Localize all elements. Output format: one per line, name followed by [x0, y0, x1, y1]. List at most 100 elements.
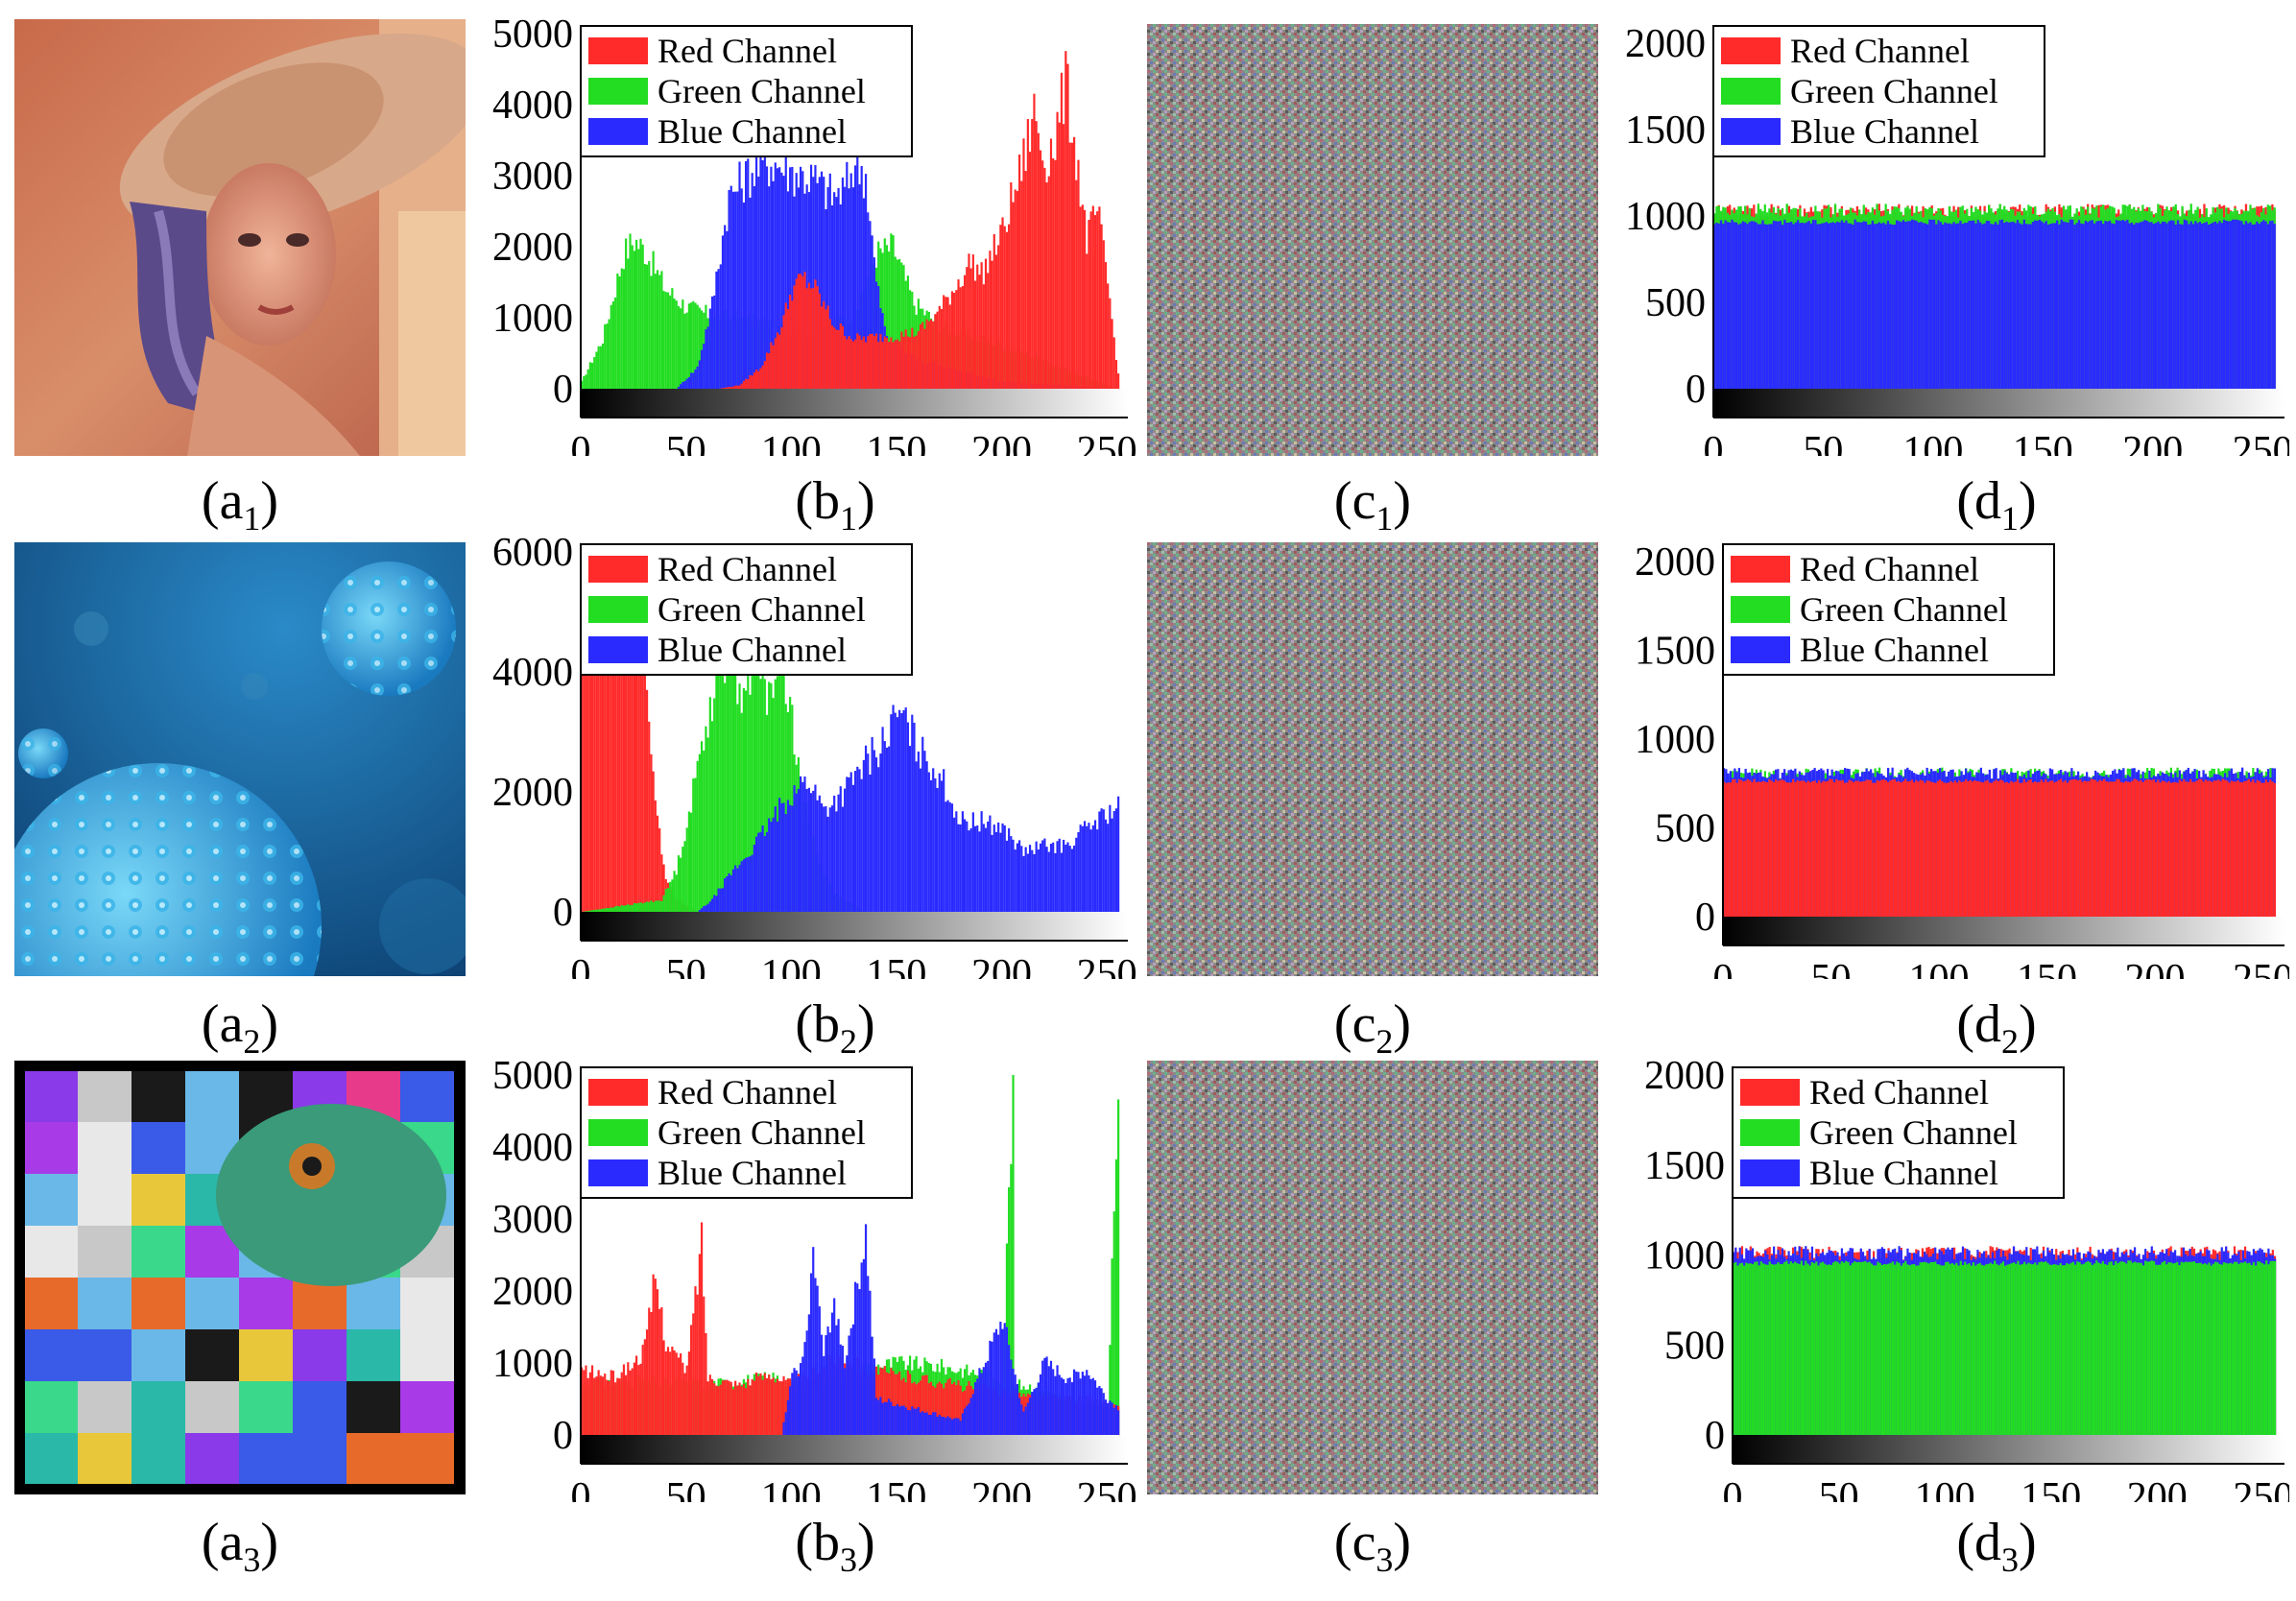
r2-b-bar	[890, 1368, 893, 1435]
r1-b-bar	[1041, 840, 1044, 912]
r0-b-bar	[851, 341, 854, 389]
mosaic-tile	[293, 1433, 347, 1485]
r1-d-bar	[1882, 779, 1885, 917]
r2-d-bar	[1843, 1262, 1846, 1435]
r2-b-bar	[841, 1346, 845, 1435]
r2-b-bar	[786, 1399, 790, 1435]
r2-d-bar	[1878, 1263, 1881, 1435]
r0-b-bar	[825, 309, 827, 389]
r1-d-bar	[1811, 780, 1814, 917]
r1-b-bar	[724, 682, 727, 912]
r1-d-bar	[1801, 780, 1804, 917]
r2-d-bar	[2064, 1265, 2067, 1435]
r1-b-bar	[601, 577, 605, 912]
r0-d-xtick-label: 50	[1803, 429, 1843, 456]
r1-d-bar	[2060, 778, 2063, 917]
r1-d-bar	[1740, 779, 1743, 917]
mosaic-tile	[400, 1433, 454, 1485]
r0-d-bar	[1828, 223, 1830, 389]
r0-d-bar	[2045, 221, 2047, 389]
r1-b-bar	[797, 788, 800, 912]
r1-d-bar	[1949, 780, 1952, 917]
r1-d-bar	[2086, 781, 2089, 917]
r1-b-bar	[753, 639, 755, 912]
r1-b-bar	[728, 667, 730, 912]
r2-b-bar	[1075, 1371, 1078, 1435]
r0-b-bar	[731, 386, 735, 389]
r0-b-bar	[957, 279, 960, 389]
r1-d-bar	[1910, 779, 1913, 917]
r2-d-bar	[2061, 1265, 2064, 1435]
r2-b-bar	[698, 1254, 701, 1435]
r1-d-bar	[2235, 781, 2237, 917]
r1-d-bar	[2096, 781, 2099, 917]
r1-b-bar	[608, 908, 610, 912]
mosaic-tile	[78, 1070, 132, 1122]
r2-d-bar	[1959, 1260, 1962, 1435]
r1-b-bar	[694, 777, 697, 912]
r0-b-bar	[593, 357, 596, 389]
r0-b-bar	[734, 385, 737, 389]
r2-b-bar	[639, 1363, 642, 1435]
r1-b-bar	[780, 659, 783, 912]
r2-b-bar	[929, 1381, 933, 1435]
r0-b-bar	[641, 244, 644, 389]
r1-b-ytick-label: 4000	[492, 651, 573, 695]
r1-d-bar	[2003, 782, 2006, 917]
r1-b-bar	[994, 831, 998, 912]
r0-b-bar	[945, 297, 947, 389]
r0-d-bar	[2264, 221, 2267, 389]
r2-d-bar	[2099, 1263, 2102, 1435]
r1-d-bar	[1936, 780, 1939, 917]
r0-b-bar	[812, 177, 815, 389]
r1-d-bar	[1901, 780, 1904, 917]
r2-d-bar	[2080, 1264, 2083, 1435]
r2-d-bar	[1906, 1264, 1909, 1435]
r1-b-bar	[1117, 796, 1120, 912]
r2-b-bar	[1086, 1370, 1088, 1435]
r2-b-bar	[1047, 1366, 1050, 1435]
r2-b-bar	[997, 1334, 1000, 1435]
r0-b-bar	[938, 305, 941, 389]
r1-b-bar	[1033, 853, 1036, 912]
r2-d-bar	[2267, 1264, 2270, 1435]
r0-d-bar	[1900, 222, 1902, 389]
r0-d-bar	[1864, 221, 1868, 389]
r2-d-bar	[1836, 1261, 1839, 1435]
r1-b-bar	[627, 552, 630, 912]
mosaic-tile	[132, 1433, 185, 1485]
r1-d-bar	[2017, 778, 2020, 917]
r2-b-bar	[680, 1352, 682, 1435]
r0-b-bar	[768, 352, 771, 389]
r1-d-legend-swatch	[1731, 636, 1790, 663]
r0-b-bar	[731, 191, 735, 389]
r1-d-bar	[1854, 780, 1857, 917]
texture-mosaic-photo	[14, 1061, 466, 1494]
r2-d-bar	[1915, 1265, 1918, 1435]
r0-b-bar	[927, 321, 930, 389]
r1-b-bar	[1012, 839, 1015, 912]
r0-d-bar	[2113, 224, 2116, 389]
r2-d-bar	[2206, 1264, 2209, 1435]
r1-d-bar	[2245, 780, 2248, 917]
r2-d-bar	[2045, 1261, 2047, 1435]
r0-b-bar	[816, 286, 819, 389]
r1-b-bar	[585, 552, 587, 912]
r1-b-bar	[604, 591, 607, 912]
r1-b-bar	[620, 562, 623, 912]
r2-d-bar	[2229, 1262, 2232, 1435]
r2-d-bar	[1855, 1262, 1858, 1435]
r2-b-bar	[906, 1370, 909, 1435]
r0-b-bar	[620, 268, 623, 389]
r0-b-bar	[742, 203, 745, 389]
r2-b-bar	[964, 1408, 967, 1435]
r1-d-bar	[1956, 782, 1959, 917]
r2-b-bar	[839, 1344, 842, 1435]
r1-b-bar	[736, 868, 739, 912]
r1-b-bar	[964, 819, 967, 912]
r0-b-bar	[971, 254, 974, 389]
r0-b-bar	[999, 225, 1002, 389]
r2-b-legend-label: Green Channel	[658, 1113, 866, 1152]
r0-b-bar	[900, 331, 903, 389]
r0-d-bar	[2189, 221, 2192, 389]
